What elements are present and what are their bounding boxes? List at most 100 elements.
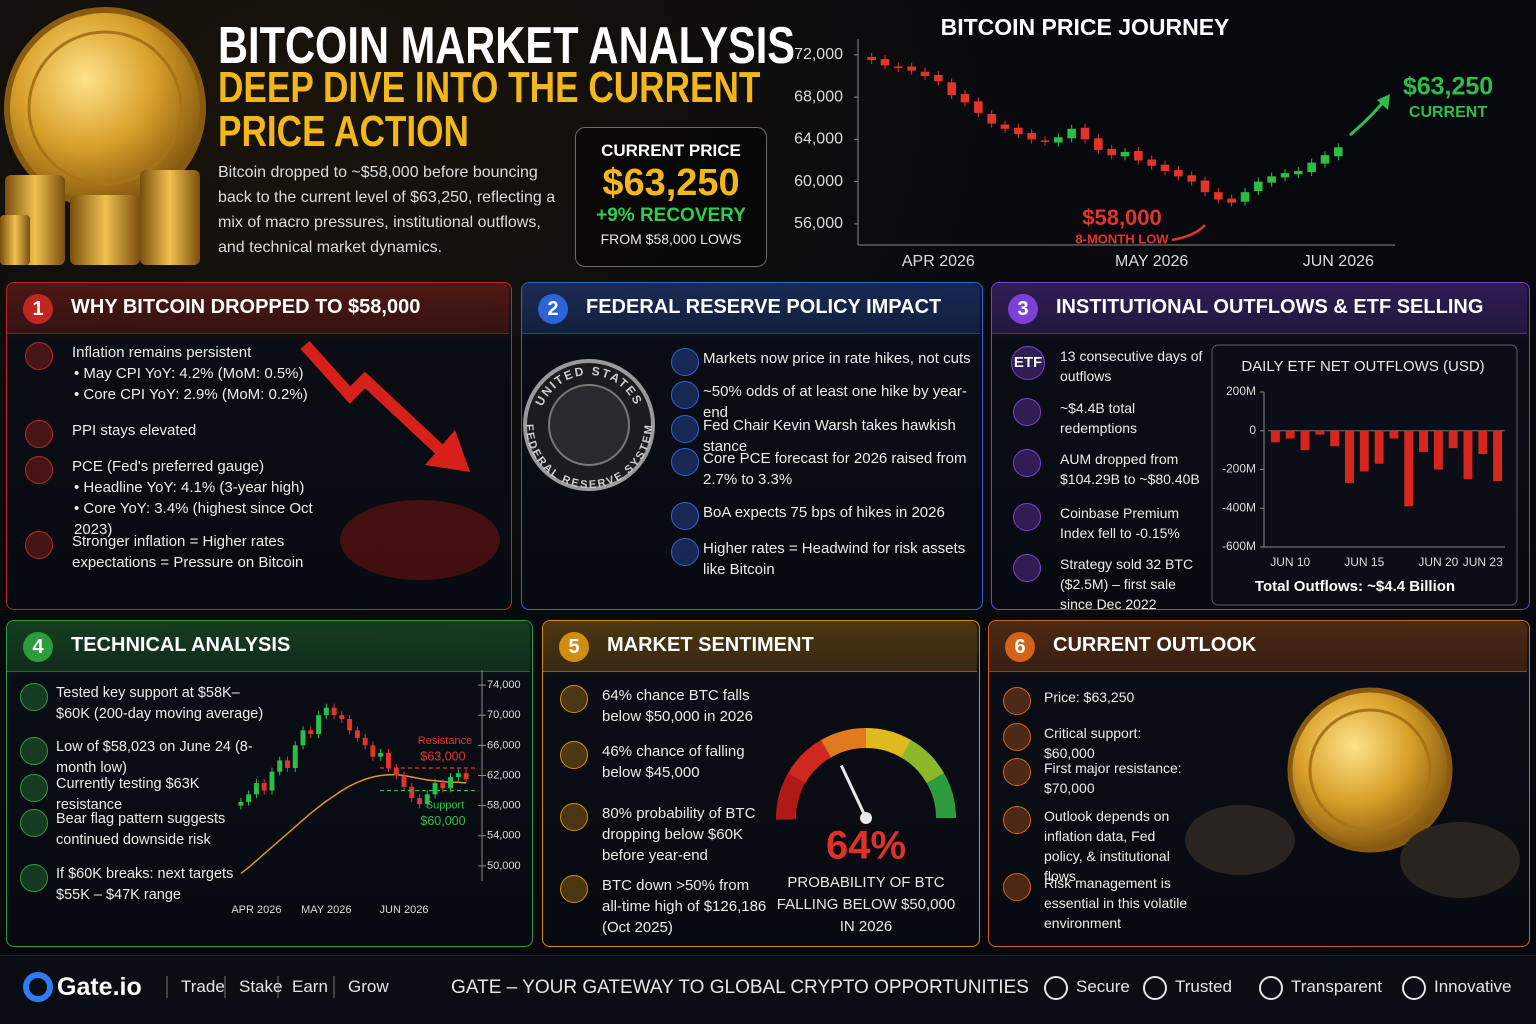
- candle: [1000, 124, 1010, 129]
- y-tick-label: -400M: [1222, 500, 1256, 514]
- y-tick-label: 50,000: [487, 860, 521, 872]
- section-number: 5: [559, 632, 589, 662]
- item: Bear flag pattern suggests continued dow…: [56, 809, 266, 850]
- item: ~50% odds of at least one hike by year-e…: [703, 381, 975, 423]
- candle: [1307, 162, 1316, 173]
- seal-inner: [548, 384, 630, 466]
- x-tick-label: JUN 2026: [1303, 253, 1374, 270]
- badge-icon: [1044, 976, 1068, 1000]
- item: Fed Chair Kevin Warsh takes hawkish stan…: [703, 415, 975, 457]
- decor-arrow: [300, 340, 500, 580]
- item-icon: [560, 685, 588, 713]
- nav-item: Earn: [292, 977, 328, 996]
- chart-box: [1211, 344, 1518, 606]
- candle: [463, 773, 469, 780]
- level-name: Support: [426, 799, 465, 811]
- item: 46% chance of falling below $45,000: [602, 741, 767, 783]
- y-tick-label: -200M: [1222, 462, 1256, 476]
- brand: Gate.io: [57, 973, 142, 1001]
- y-tick-label: 70,000: [487, 709, 521, 721]
- item-text: Markets now price in rate hikes, not cut…: [703, 350, 971, 367]
- section-title: INSTITUTIONAL OUTFLOWS & ETF SELLING: [1056, 296, 1484, 318]
- section-number: 4: [23, 632, 53, 662]
- candle: [362, 737, 368, 746]
- candle: [1187, 175, 1196, 182]
- candle: [1227, 198, 1236, 203]
- panel-header: [522, 283, 980, 334]
- gauge-value: 64%: [826, 824, 906, 868]
- badge-icon: [1259, 976, 1283, 1000]
- item: BTC down >50% from all-time high of $126…: [602, 875, 767, 938]
- item: Coinbase Premium Index fell to -0.15%: [1060, 503, 1210, 543]
- section-title: MARKET SENTIMENT: [607, 634, 814, 656]
- item: Higher rates = Headwind for risk assets …: [703, 538, 975, 580]
- item: Risk management is essential in this vol…: [1044, 873, 1194, 933]
- candle: [277, 760, 283, 772]
- section-title: FEDERAL RESERVE POLICY IMPACT: [586, 296, 942, 318]
- candle: [409, 786, 415, 799]
- item-icon: [1003, 687, 1031, 715]
- item: Strategy sold 32 BTC ($2.5M) – first sal…: [1060, 554, 1210, 614]
- price-box: CURRENT PRICE $63,250 +9% RECOVERY FROM …: [575, 127, 767, 267]
- item: BoA expects 75 bps of hikes in 2026: [703, 502, 975, 523]
- candle: [308, 730, 314, 735]
- item: PCE (Fed's preferred gauge) • Headline Yo…: [72, 456, 317, 540]
- bar: [1330, 430, 1340, 447]
- item-text: PPI stays elevated: [72, 422, 197, 439]
- item-text: Tested key support at $58K–$60K (200-day…: [56, 685, 264, 722]
- candle: [1240, 192, 1250, 202]
- item-icon: [560, 875, 588, 903]
- panel: [521, 282, 983, 610]
- description: Bitcoin dropped to ~$58,000 before bounc…: [218, 164, 556, 256]
- item-text: ~50% odds of at least one hike by year-e…: [703, 383, 967, 421]
- candle: [1014, 127, 1023, 135]
- candle: [440, 783, 446, 789]
- gauge-hub: [860, 812, 872, 824]
- badge-icon: [1402, 976, 1426, 1000]
- candle: [1134, 150, 1143, 161]
- x-tick-label: JUN 10: [1270, 555, 1310, 569]
- item-text: PCE (Fed's preferred gauge): [72, 458, 265, 475]
- candle: [455, 773, 461, 778]
- item-icon: [671, 348, 699, 376]
- item: Markets now price in rate hikes, not cut…: [703, 348, 975, 369]
- candle: [1107, 148, 1116, 156]
- item-text: If $60K breaks: next targets $55K – $47K…: [56, 866, 234, 903]
- item-text: Core PCE forecast for 2026 raised from 2…: [703, 450, 967, 488]
- item-icon: [20, 864, 48, 892]
- candle: [1200, 180, 1210, 193]
- candle: [284, 760, 290, 768]
- y-tick-label: 74,000: [487, 679, 521, 691]
- panel-header: [543, 621, 977, 672]
- item-text: Stronger inflation = Higher rates expect…: [72, 533, 304, 571]
- item-text: Critical support: $60,000: [1044, 725, 1142, 761]
- bar: [1359, 430, 1369, 472]
- bar: [1433, 430, 1443, 470]
- level-label: $63,000: [420, 749, 465, 763]
- candle: [292, 745, 298, 768]
- candle: [300, 730, 306, 746]
- bar: [1315, 430, 1325, 435]
- gauge-arc: [864, 728, 911, 758]
- panel-header: [7, 621, 530, 672]
- item-icon: [20, 774, 48, 802]
- item-text: Risk management is essential in this vol…: [1044, 875, 1188, 931]
- candle: [987, 114, 996, 124]
- y-tick-label: 60,000: [794, 173, 843, 190]
- bar: [1270, 430, 1280, 443]
- item-icon: [671, 415, 699, 443]
- item-text: Bear flag pattern suggests continued dow…: [56, 811, 226, 848]
- item: Tested key support at $58K–$60K (200-day…: [56, 683, 266, 724]
- y-tick-label: 72,000: [794, 46, 843, 63]
- section-number: 1: [23, 294, 53, 324]
- nav-item: Trade: [181, 977, 225, 996]
- section-number: 6: [1005, 632, 1035, 662]
- subtitle: DEEP DIVE INTO THE CURRENT PRICE ACTION: [218, 63, 761, 156]
- item-detail: • Headline YoY: 4.1% (3-year high): [74, 479, 305, 496]
- nav-item: Stake: [239, 977, 283, 996]
- price: $63,250: [602, 162, 740, 204]
- candle: [323, 707, 329, 716]
- item-text: AUM dropped from $104.29B to ~$80.40B: [1060, 451, 1200, 487]
- item-icon: [1003, 873, 1031, 901]
- item-text: Price: $63,250: [1044, 689, 1135, 705]
